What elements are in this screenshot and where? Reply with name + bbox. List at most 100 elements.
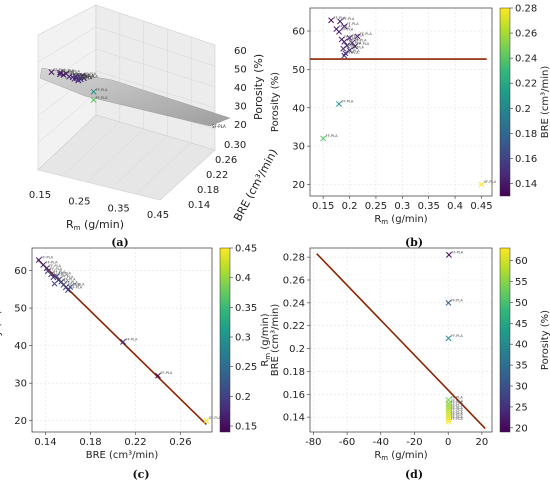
data-point: [48, 69, 55, 76]
colorbar-tick-label: 0.16: [515, 154, 537, 165]
marker-stroke: [90, 96, 97, 103]
data-point: [155, 372, 161, 379]
x-axis-label: BRE (cm³/min): [86, 450, 159, 461]
x-tick-label: 0.25: [365, 201, 387, 212]
z-tick-label: 40: [234, 83, 247, 94]
marker-stroke: [445, 335, 452, 342]
marker-stroke: [336, 100, 342, 107]
a-xlabel: Rm (g/min): [66, 218, 124, 232]
point-label: SF-PLA: [209, 416, 222, 420]
point-label: FF-PLA: [68, 70, 80, 74]
data-point: [90, 88, 97, 95]
x-axis-label: Rm (g/min): [374, 450, 427, 462]
point-label: FF-PLA: [342, 27, 354, 31]
grid-line: [135, 142, 192, 195]
data-point: [445, 418, 452, 425]
data-point: [341, 52, 348, 59]
point-label: FF-PLA: [451, 413, 463, 417]
floor-pane: [37, 114, 216, 201]
colorbar-tick-label: 0.2: [515, 104, 531, 115]
marker-stroke: [337, 18, 344, 25]
data-point: [67, 284, 74, 291]
marker-stroke: [65, 287, 71, 294]
point-label: FF-PLA: [342, 99, 354, 103]
plot-frame: [31, 247, 213, 433]
colorbar-tick-label: 30: [515, 382, 528, 393]
colorbar-tick-label: 0.15: [235, 422, 257, 433]
data-point: [60, 71, 67, 78]
data-point: [351, 43, 358, 50]
colorbar: [499, 247, 511, 433]
marker-stroke: [60, 71, 67, 78]
grid-line: [37, 92, 97, 144]
marker-stroke: [53, 273, 60, 280]
point-label: FF-PLA: [73, 283, 85, 287]
x-tick-label: 0.14: [34, 437, 56, 448]
data-point: [354, 33, 361, 40]
colorbar-tick-label: 0.24: [515, 54, 537, 65]
marker-stroke: [478, 181, 485, 188]
marker-stroke: [51, 280, 58, 287]
y-tick-label: 0.24: [283, 298, 305, 309]
marker-stroke: [445, 407, 452, 414]
x-tick-label: 0.35: [108, 203, 130, 214]
x-tick-label: -40: [373, 437, 389, 448]
corner-point-label: SF-PLA: [212, 124, 226, 129]
marker-stroke: [328, 17, 335, 24]
marker-stroke: [336, 28, 342, 35]
marker-stroke: [155, 372, 161, 379]
y-tick-label: 0.26: [283, 276, 305, 287]
colorbar-tick-label: 0.2: [235, 392, 251, 403]
y-tick-label: 0.2: [289, 344, 305, 355]
y-tick-label: 0.18: [283, 367, 305, 378]
z-tick-label: 20: [234, 120, 247, 131]
point-label: FF-PLA: [64, 277, 76, 281]
point-label: FF-PLA: [352, 46, 364, 50]
y-tick-label: 60: [14, 266, 27, 277]
point-label: FF-PLA: [62, 70, 74, 74]
data-point: [48, 271, 55, 278]
marker-stroke: [90, 88, 97, 95]
point-label: FF-PLA: [339, 25, 351, 29]
point-label: FF-PLA: [161, 371, 173, 375]
point-label: FF-PLA: [357, 42, 369, 46]
data-point: [336, 28, 342, 35]
marker-stroke: [57, 69, 64, 76]
marker-stroke: [203, 417, 210, 424]
marker-stroke: [48, 69, 55, 76]
marker-stroke: [67, 284, 74, 291]
y-tick-label: 0.28: [283, 253, 305, 264]
x-tick-label: 0.45: [470, 201, 492, 212]
x-tick-label: 0.45: [147, 210, 169, 221]
marker-stroke: [346, 47, 353, 54]
point-label: FF-PLA: [82, 73, 94, 77]
point-label: FF-PLA: [57, 279, 69, 283]
marker-stroke: [340, 45, 347, 52]
point-label: FF-PLA: [49, 264, 61, 268]
point-label: FF-PLA: [360, 32, 372, 36]
marker-stroke: [445, 418, 452, 425]
data-point: [75, 77, 82, 84]
colorbar-label: BRE (cm³/min): [540, 66, 550, 139]
colorbar-label: Porosity (%): [540, 310, 550, 370]
colorbar-tick-label: 0.4: [235, 273, 251, 284]
y-tick-label: 0.26: [215, 155, 237, 166]
point-label: FF-PLA: [451, 298, 463, 302]
x-tick-label: -20: [406, 437, 422, 448]
data-point: [35, 257, 42, 263]
x-tick-label: 0.22: [124, 437, 146, 448]
point-label: FF-PLA: [355, 38, 367, 42]
data-point: [328, 17, 335, 24]
colorbar-tick-label: 0.18: [515, 129, 537, 140]
caption-b: (b): [405, 236, 423, 249]
marker-stroke: [43, 265, 50, 272]
data-point: [445, 402, 452, 409]
point-label: FF-PLA: [84, 72, 96, 76]
point-label: FF-PLA: [451, 408, 463, 412]
data-point: [341, 23, 348, 30]
x-tick-label: 0.35: [418, 201, 440, 212]
colorbar-tick-label: 45: [515, 319, 528, 330]
data-point: [445, 405, 452, 411]
